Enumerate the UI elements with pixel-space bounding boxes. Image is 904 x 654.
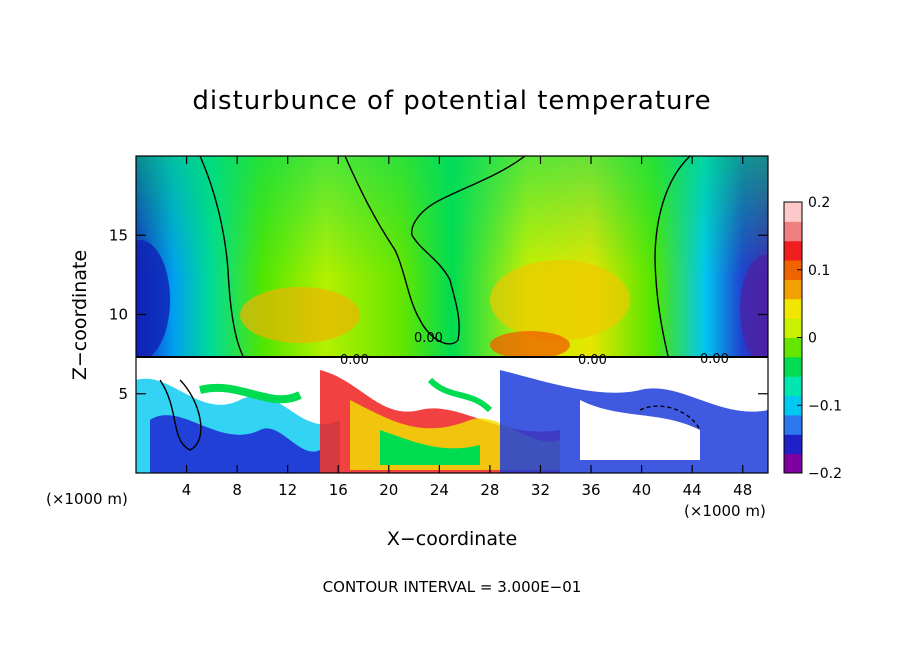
x-unit-label-left: (×1000 m)	[46, 490, 128, 508]
colorbar-tick-label: 0.1	[808, 263, 830, 279]
contour-lines	[159, 156, 701, 451]
colorbar-swatch	[784, 260, 802, 280]
y-axis-ticks: 5 10 15	[109, 226, 768, 403]
x-tick-label: 12	[278, 481, 297, 499]
contour-line-left	[199, 156, 244, 357]
x-tick-label: 32	[531, 481, 550, 499]
y-tick-label: 10	[109, 306, 128, 324]
x-tick-label: 8	[232, 481, 242, 499]
colorbar-swatch	[784, 221, 802, 242]
colorbar-tick-label: 0.2	[808, 195, 830, 211]
x-tick-label: 40	[632, 481, 651, 499]
colorbar-swatch	[784, 202, 802, 222]
colorbar-ticks: 0.2 0.1 0 −0.1 −0.2	[797, 195, 842, 482]
colorbar-swatch	[784, 318, 802, 338]
x-tick-label: 20	[379, 481, 398, 499]
colorbar-swatch	[784, 279, 802, 300]
x-tick-label: 24	[430, 481, 449, 499]
x-axis-label: X−coordinate	[386, 528, 518, 550]
colorbar-swatch	[784, 240, 802, 261]
colorbar-tick-label: −0.1	[808, 398, 842, 414]
colorbar-swatch	[784, 356, 802, 377]
x-tick-label: 36	[581, 481, 600, 499]
contour-label: 0.00	[700, 352, 729, 367]
contour-line-lower	[159, 379, 202, 451]
contour-line-center	[344, 156, 526, 345]
chart-title: disturbunce of potential temperature	[192, 86, 712, 116]
contour-interval-note: CONTOUR INTERVAL = 3.000E−01	[322, 578, 582, 596]
x-tick-label: 48	[733, 481, 752, 499]
colorbar-swatch	[784, 376, 802, 397]
contour-label: 0.00	[414, 331, 443, 346]
contour-label: 0.00	[340, 353, 369, 368]
colorbar-swatch	[784, 414, 802, 435]
contour-label: 0.00	[578, 353, 607, 368]
colorbar-tick-label: 0	[808, 331, 817, 347]
colorbar-swatch	[784, 395, 802, 416]
colorbar-swatch	[784, 298, 802, 319]
x-tick-label: 4	[182, 481, 192, 499]
colorbar	[783, 201, 803, 474]
x-axis-ticks: 4 8 12 16 20 24 28 32 36 40 44 48	[182, 156, 752, 499]
x-tick-label: 16	[329, 481, 348, 499]
colorbar-tick-label: −0.2	[808, 466, 842, 482]
x-unit-label-right: (×1000 m)	[684, 502, 766, 520]
y-tick-label: 15	[109, 226, 128, 244]
contour-line-right	[654, 156, 691, 357]
field-upper-layer	[136, 156, 768, 365]
colorbar-swatch	[784, 337, 802, 358]
colorbar-swatch	[784, 453, 802, 474]
y-tick-label: 5	[118, 385, 128, 403]
field-lower-layer	[136, 358, 768, 473]
colorbar-swatch	[784, 434, 802, 455]
contour-labels: 0.00 0.00 0.00 0.00	[340, 331, 729, 368]
x-tick-label: 44	[683, 481, 702, 499]
x-tick-label: 28	[480, 481, 499, 499]
y-axis-label: Z−coordinate	[69, 249, 91, 381]
